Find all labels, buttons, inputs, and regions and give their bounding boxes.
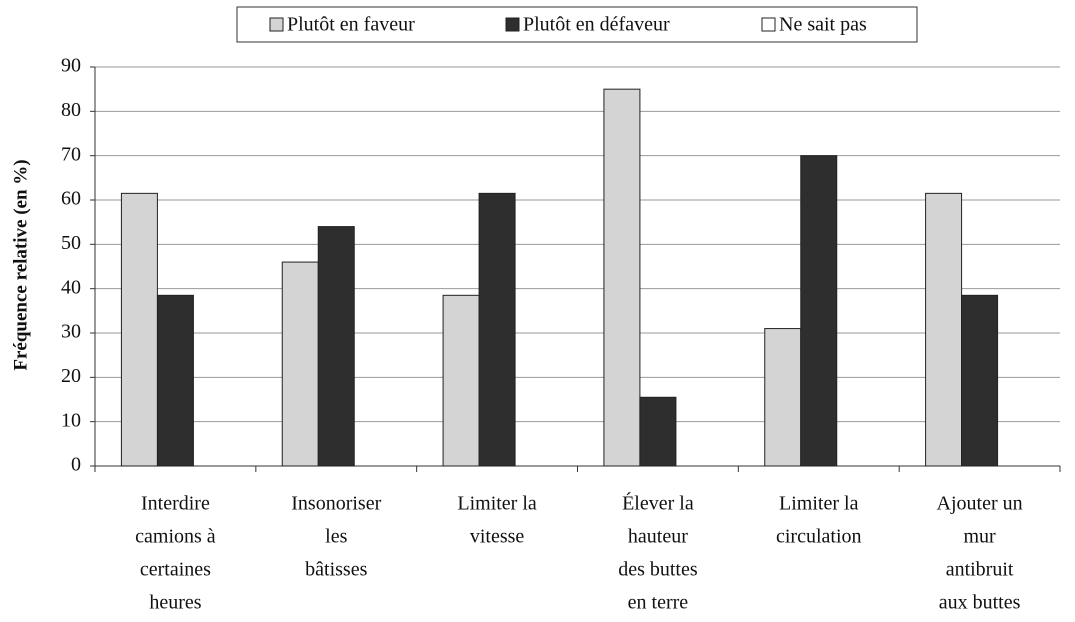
x-tick-label: les <box>325 526 347 548</box>
x-tick-label: des buttes <box>618 559 698 581</box>
y-tick-label: 0 <box>71 454 81 476</box>
bar <box>478 192 516 467</box>
x-tick-label: Ajouter un <box>937 493 1023 515</box>
x-tick-label: bâtisses <box>305 559 367 581</box>
x-tick-label: Insonoriser <box>291 493 381 515</box>
bar <box>603 88 641 467</box>
legend-label: Plutôt en défaveur <box>523 14 670 36</box>
x-tick-label: Interdire <box>141 493 210 515</box>
x-tick-label: Limiter la <box>779 493 859 515</box>
bar <box>281 261 319 467</box>
x-tick-label: circulation <box>776 526 862 548</box>
legend-label: Plutôt en faveur <box>287 14 415 36</box>
legend-swatch <box>505 17 520 32</box>
y-tick-label: 70 <box>61 143 81 165</box>
legend-swatch <box>269 17 284 32</box>
bar <box>156 294 194 467</box>
x-tick-label: mur <box>963 526 996 548</box>
bar <box>925 192 963 467</box>
x-tick-label: vitesse <box>470 526 525 548</box>
x-tick-label: Élever la <box>622 492 694 515</box>
legend-box <box>236 6 918 43</box>
bar <box>120 192 158 467</box>
x-tick-label: camions à <box>135 526 216 548</box>
legend-swatch <box>761 17 776 32</box>
y-axis-title: Fréquence relative (en %) <box>10 159 31 370</box>
bar <box>442 294 480 467</box>
bar <box>800 155 838 467</box>
bar <box>317 226 355 467</box>
y-tick-label: 10 <box>61 409 81 431</box>
x-tick-label: en terre <box>628 592 689 614</box>
y-tick-label: 30 <box>61 321 81 343</box>
y-tick-label: 80 <box>61 99 81 121</box>
y-tick-label: 40 <box>61 276 81 298</box>
x-tick-label: hauteur <box>628 526 688 548</box>
x-tick-label: aux buttes <box>939 592 1021 614</box>
bar <box>639 396 677 467</box>
y-tick-label: 90 <box>61 55 81 77</box>
y-tick-label: 60 <box>61 188 81 210</box>
x-tick-label: certaines <box>140 559 211 581</box>
x-tick-label: heures <box>149 592 201 614</box>
bar <box>961 294 999 467</box>
legend-label: Ne sait pas <box>779 14 867 36</box>
bar <box>764 328 802 467</box>
x-tick-label: antibruit <box>946 559 1014 581</box>
y-tick-label: 20 <box>61 365 81 387</box>
x-tick-label: Limiter la <box>457 493 537 515</box>
y-tick-label: 50 <box>61 232 81 254</box>
